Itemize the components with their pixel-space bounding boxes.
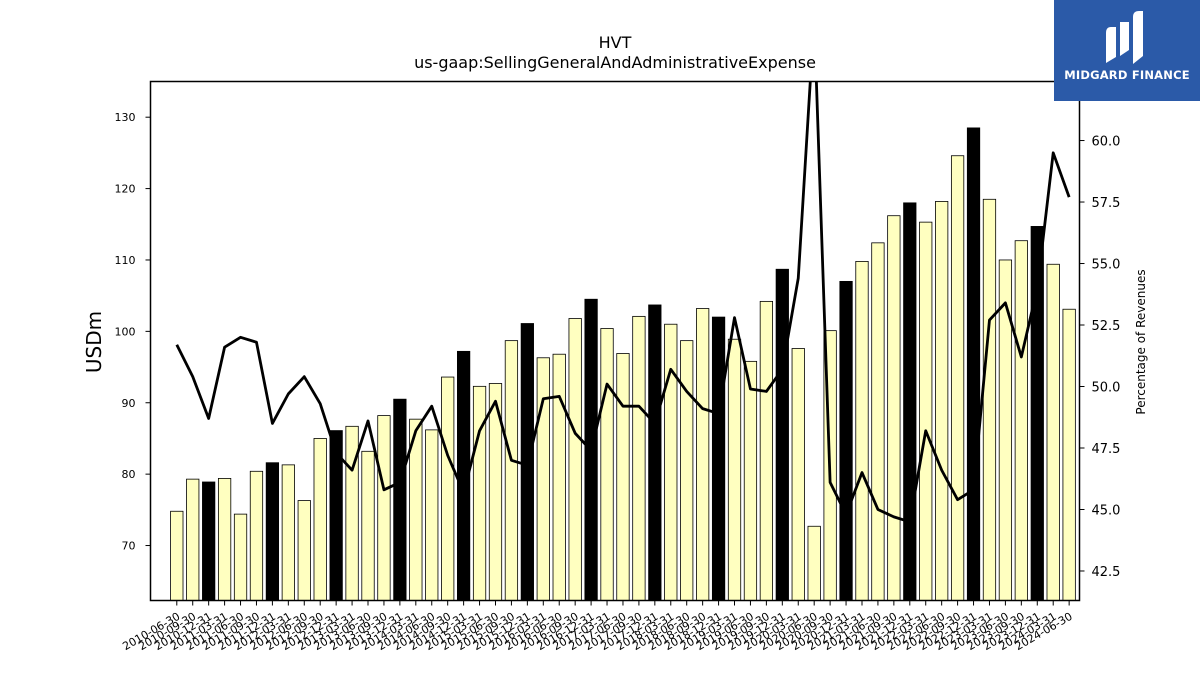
brand-logo: MIDGARD FINANCE (1054, 0, 1200, 101)
bar (743, 360, 758, 601)
bar (696, 308, 710, 601)
bar (552, 353, 566, 601)
left-tick-label: 90 (122, 397, 136, 410)
bar (281, 464, 295, 601)
bar (202, 481, 216, 601)
bar (807, 525, 821, 601)
bar (536, 357, 550, 601)
bar (249, 470, 264, 601)
bar (361, 450, 375, 601)
bar (759, 300, 773, 601)
right-tick-label: 55.0 (1092, 258, 1121, 273)
bar (950, 155, 965, 601)
bar (568, 318, 582, 601)
bar (1062, 308, 1076, 601)
right-tick-label: 52.5 (1092, 319, 1121, 334)
left-axis: 70 80 90 100 110 120 130 (115, 111, 151, 553)
left-tick-label: 70 (122, 540, 136, 553)
bar (297, 500, 311, 601)
bar (791, 348, 805, 601)
bar (919, 221, 933, 601)
bar (711, 316, 726, 601)
bar (425, 429, 439, 601)
bar (504, 340, 519, 601)
left-tick-label: 100 (115, 325, 136, 338)
y-axis-label-left: USDm (82, 311, 106, 373)
bar (839, 280, 853, 601)
bar (982, 198, 997, 601)
bar (393, 398, 407, 601)
chart-title: HVT (599, 33, 632, 52)
midgard-logo-icon (1106, 11, 1143, 64)
right-tick-label: 45.0 (1092, 503, 1121, 518)
bar (871, 242, 885, 601)
left-tick-label: 130 (115, 111, 136, 124)
bar (217, 478, 232, 601)
revenue-pct-line (175, 81, 1071, 524)
bar (775, 268, 789, 601)
bar (313, 438, 327, 601)
right-tick-label: 60.0 (1092, 135, 1121, 150)
left-tick-label: 80 (122, 468, 136, 481)
right-tick-label: 47.5 (1092, 442, 1121, 457)
right-axis: 42.5 45.0 47.5 50.0 52.5 55.0 57.5 60.0 (1079, 135, 1121, 580)
line-series (175, 81, 1071, 524)
x-axis: 2010-06-302010-09-302010-12-312011-03-31… (120, 600, 1075, 653)
brand-name: MIDGARD FINANCE (1064, 68, 1190, 82)
bar (887, 215, 901, 601)
bar (966, 127, 981, 601)
left-tick-label: 120 (115, 183, 136, 196)
bar (472, 385, 487, 601)
bar (935, 201, 949, 601)
y-axis-label-right: Percentage of Revenues (1134, 269, 1148, 414)
bar (265, 462, 280, 601)
plot-frame (149, 80, 1081, 602)
bar (664, 323, 678, 601)
bar (648, 304, 662, 601)
right-tick-label: 42.5 (1092, 565, 1121, 580)
bar (680, 340, 694, 601)
bar (441, 376, 455, 601)
bar-series (170, 127, 1076, 601)
bar (233, 513, 248, 601)
left-tick-label: 110 (115, 254, 136, 267)
right-tick-label: 50.0 (1092, 381, 1121, 396)
bar (903, 202, 917, 601)
bar (616, 353, 630, 601)
bar (377, 415, 391, 601)
bar (170, 510, 184, 601)
right-tick-label: 57.5 (1092, 196, 1121, 211)
bar (998, 259, 1013, 601)
bar (727, 338, 742, 601)
bar (1014, 240, 1028, 601)
bar (600, 328, 614, 601)
bar (186, 478, 200, 601)
bar (855, 260, 869, 601)
bar (1046, 263, 1060, 601)
bar (632, 315, 646, 601)
chart-subtitle: us-gaap:SellingGeneralAndAdministrativeE… (414, 53, 816, 72)
